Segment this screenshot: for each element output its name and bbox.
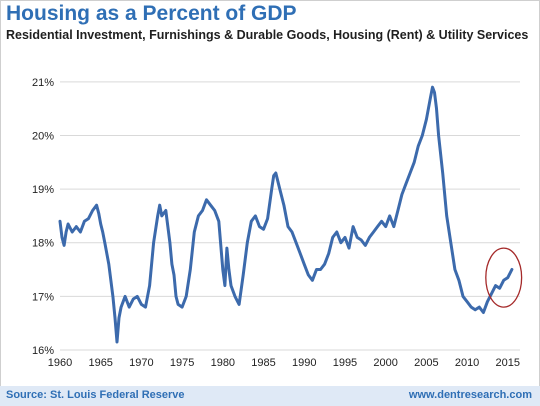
x-axis: 1960 1965 1970 1975 1980 1985 1990 1995 2000 2005… — [48, 357, 520, 369]
annotation-group — [485, 247, 523, 308]
chart-subtitle: Residential Investment, Furnishings & Du… — [6, 28, 529, 42]
x-tick-label: 1995 — [333, 357, 357, 369]
x-tick-label: 2015 — [496, 357, 520, 369]
source-note: Source: St. Louis Federal Reserve — [6, 389, 185, 401]
x-tick-label: 2005 — [414, 357, 438, 369]
series-line — [58, 85, 514, 344]
y-tick-label: 19% — [32, 184, 54, 196]
x-tick-label: 1985 — [251, 357, 275, 369]
footer-bar: Source: St. Louis Federal Reserve www.de… — [0, 386, 540, 406]
x-tick-label: 1960 — [48, 357, 72, 369]
gridlines — [60, 81, 520, 351]
y-tick-label: 17% — [32, 291, 54, 303]
y-tick-label: 20% — [32, 130, 54, 142]
x-tick-label: 1970 — [129, 357, 153, 369]
x-tick-label: 1975 — [170, 357, 194, 369]
line-chart: 16%17%18%19%20%21% 1960 1965 1970 1975 1980 1… — [32, 77, 523, 369]
brand-link[interactable]: www.dentresearch.com — [408, 389, 532, 401]
x-tick-label: 2000 — [373, 357, 397, 369]
x-tick-label: 1990 — [292, 357, 316, 369]
x-tick-label: 1965 — [88, 357, 112, 369]
series-group — [58, 85, 514, 344]
highlight-circle — [485, 247, 523, 308]
chart-title: Housing as a Percent of GDP — [6, 2, 297, 25]
y-axis: 16% 17% 18% 19% 20% 21% — [32, 77, 54, 357]
y-tick-label: 18% — [32, 238, 54, 250]
x-tick-label: 2010 — [455, 357, 479, 369]
y-tick-label: 16% — [32, 345, 54, 357]
x-tick-label: 1980 — [211, 357, 235, 369]
y-tick-label: 21% — [32, 77, 54, 89]
